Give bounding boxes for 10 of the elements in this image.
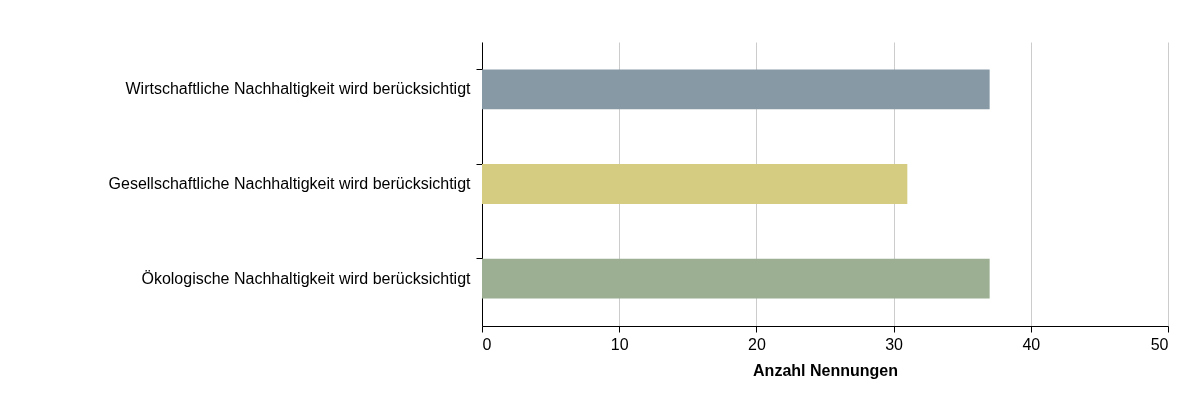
x-tick-label: 40 (1022, 335, 1041, 353)
x-tick-label: 20 (748, 335, 766, 353)
x-axis-title: Anzahl Nennungen (753, 361, 898, 379)
x-tick-label: 0 (482, 335, 492, 353)
x-tick-label: 50 (1150, 335, 1169, 353)
x-tick-label: 10 (610, 335, 629, 353)
y-tick-label: Gesellschaftliche Nachhaltigkeit wird berücksichtigt (108, 175, 472, 192)
x-tick-label: 30 (885, 335, 904, 353)
y-tick-label: Ökologische Nachhaltigkeit wird berücksichtigt (141, 269, 472, 287)
y-tick-label: Wirtschaftliche Nachhaltigkeit wird berücksichtigt (125, 80, 472, 98)
